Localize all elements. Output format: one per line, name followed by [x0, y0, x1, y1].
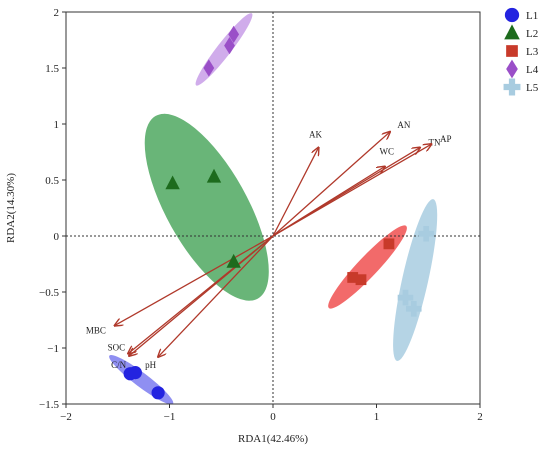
arrow-label-soc: SOC: [108, 343, 126, 353]
legend-marker-l4: [506, 59, 518, 79]
point-l4: [203, 59, 215, 77]
point-l1: [128, 366, 142, 380]
group-ellipses: [109, 13, 438, 405]
arrow-label-mbc: MBC: [86, 326, 106, 336]
legend-label-l5: L5: [526, 82, 539, 94]
point-l5: [405, 301, 422, 317]
arrow-ph: [158, 235, 274, 357]
y-tick-label: −1.5: [39, 399, 59, 411]
arrow-label-cn: C/N: [111, 360, 127, 370]
ellipse-l2: [144, 113, 269, 301]
point-l5: [418, 225, 434, 242]
point-l2: [165, 175, 180, 190]
arrow-ak: [272, 148, 319, 237]
arrow-label-ph: pH: [145, 360, 157, 370]
sample-points: [123, 25, 434, 400]
x-tick-label: 2: [477, 411, 483, 423]
point-l4: [228, 25, 240, 44]
legend-label-l2: L2: [526, 28, 538, 40]
y-tick-label: 1: [54, 119, 60, 131]
legend-label-l4: L4: [526, 64, 539, 76]
arrow-cn: [129, 235, 274, 356]
point-l2: [206, 168, 222, 183]
point-l4: [224, 36, 235, 55]
ellipse-l5: [393, 199, 438, 361]
axis-ticks: −2 −1 0 1 2 −1.5 −1 −0.5 0 0.5 1 1.5 2: [39, 7, 483, 423]
ellipse-l4: [195, 13, 253, 86]
x-tick-label: −1: [164, 411, 176, 423]
point-l2: [226, 253, 241, 268]
point-l3: [383, 238, 395, 250]
x-tick-label: 0: [270, 411, 276, 423]
y-tick-label: −0.5: [39, 287, 59, 299]
x-tick-label: −2: [60, 411, 72, 423]
point-l1: [151, 386, 165, 400]
point-l3: [355, 274, 367, 286]
point-l3: [347, 272, 359, 283]
y-tick-label: −1: [47, 343, 59, 355]
y-tick-label: 0: [54, 231, 60, 243]
legend-marker-l1: [504, 7, 520, 23]
legend-marker-l3: [506, 45, 518, 57]
arrow-label-an: AN: [397, 120, 410, 130]
arrow-an: [272, 132, 390, 237]
legend-marker-l2: [504, 24, 520, 40]
legend: L1 L2 L3 L4 L5: [503, 7, 539, 96]
arrow-label-ak: AK: [309, 130, 322, 140]
y-tick-label: 0.5: [45, 175, 59, 187]
arrow-label-tn: TN: [429, 137, 441, 147]
reference-lines: [66, 12, 480, 404]
legend-label-l3: L3: [526, 46, 539, 58]
legend-label-l1: L1: [526, 10, 538, 22]
y-axis-title: RDA2(14.30%): [5, 173, 17, 243]
arrow-label-wc: WC: [380, 147, 395, 157]
legend-marker-l5: [503, 78, 521, 96]
point-l5: [397, 289, 414, 306]
arrow-ap: [272, 144, 431, 237]
y-tick-label: 2: [54, 7, 60, 19]
arrow-mbc: [115, 235, 274, 326]
y-tick-label: 1.5: [45, 63, 59, 75]
x-axis-title: RDA1(42.46%): [238, 433, 308, 445]
arrow-label-ap: AP: [440, 134, 452, 144]
x-tick-label: 1: [374, 411, 380, 423]
